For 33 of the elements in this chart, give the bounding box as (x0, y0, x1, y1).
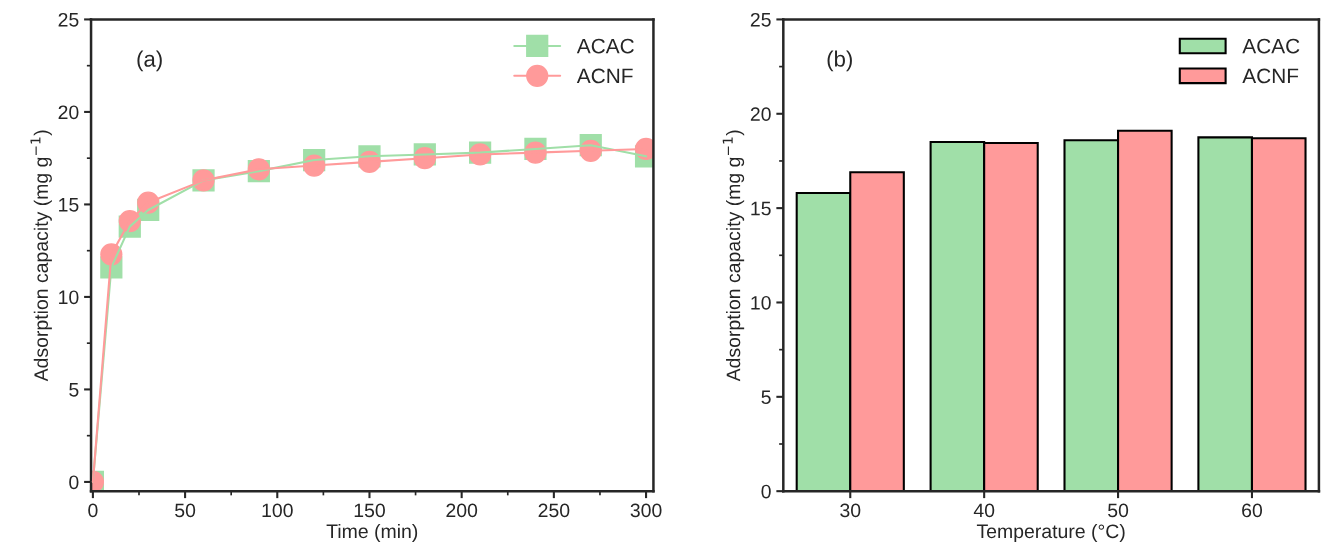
x-tick-label: 200 (446, 503, 478, 518)
x-tick-label: 250 (538, 503, 570, 518)
y-tick-label: 15 (59, 198, 79, 212)
x-tick-label: 0 (88, 503, 98, 518)
y-tick-label: 25 (750, 12, 771, 27)
x-tick-label: 60 (1242, 503, 1263, 518)
y-tick-label: 15 (751, 201, 771, 216)
y-tick-label: 0 (69, 475, 79, 490)
x-axis-title: Temperature (°C) (976, 523, 1125, 543)
y-tick-label: 25 (58, 12, 79, 27)
x-tick-label: 40 (973, 503, 995, 518)
y-tick-label: 10 (59, 290, 79, 305)
y-tick-label: 10 (751, 295, 771, 310)
y-tick-label: 20 (58, 105, 79, 120)
y-axis-title: Adsorption capacity (mg g$^{−1}$) (30, 130, 52, 382)
legend-label: ACNF (576, 68, 633, 84)
y-tick-label: 5 (761, 390, 771, 405)
legend-label: ACAC (576, 38, 634, 54)
legend-label: ACAC (1242, 38, 1300, 54)
x-axis-title: Time (min) (326, 523, 418, 542)
annotation: (b) (827, 50, 852, 72)
y-tick-label: 5 (69, 383, 79, 397)
x-tick-label: 30 (840, 503, 861, 518)
y-axis-title: Adsorption capacity (mg g$^{−1}$) (722, 130, 745, 382)
x-tick-label: 300 (630, 503, 662, 518)
x-tick-label: 150 (354, 503, 385, 518)
annotation: (a) (137, 50, 162, 72)
x-tick-label: 100 (262, 503, 293, 518)
legend-label: ACNF (1242, 68, 1299, 84)
x-tick-label: 50 (175, 503, 196, 518)
x-tick-label: 50 (1108, 503, 1129, 518)
y-tick-label: 0 (761, 484, 771, 499)
y-tick-label: 20 (750, 107, 771, 122)
